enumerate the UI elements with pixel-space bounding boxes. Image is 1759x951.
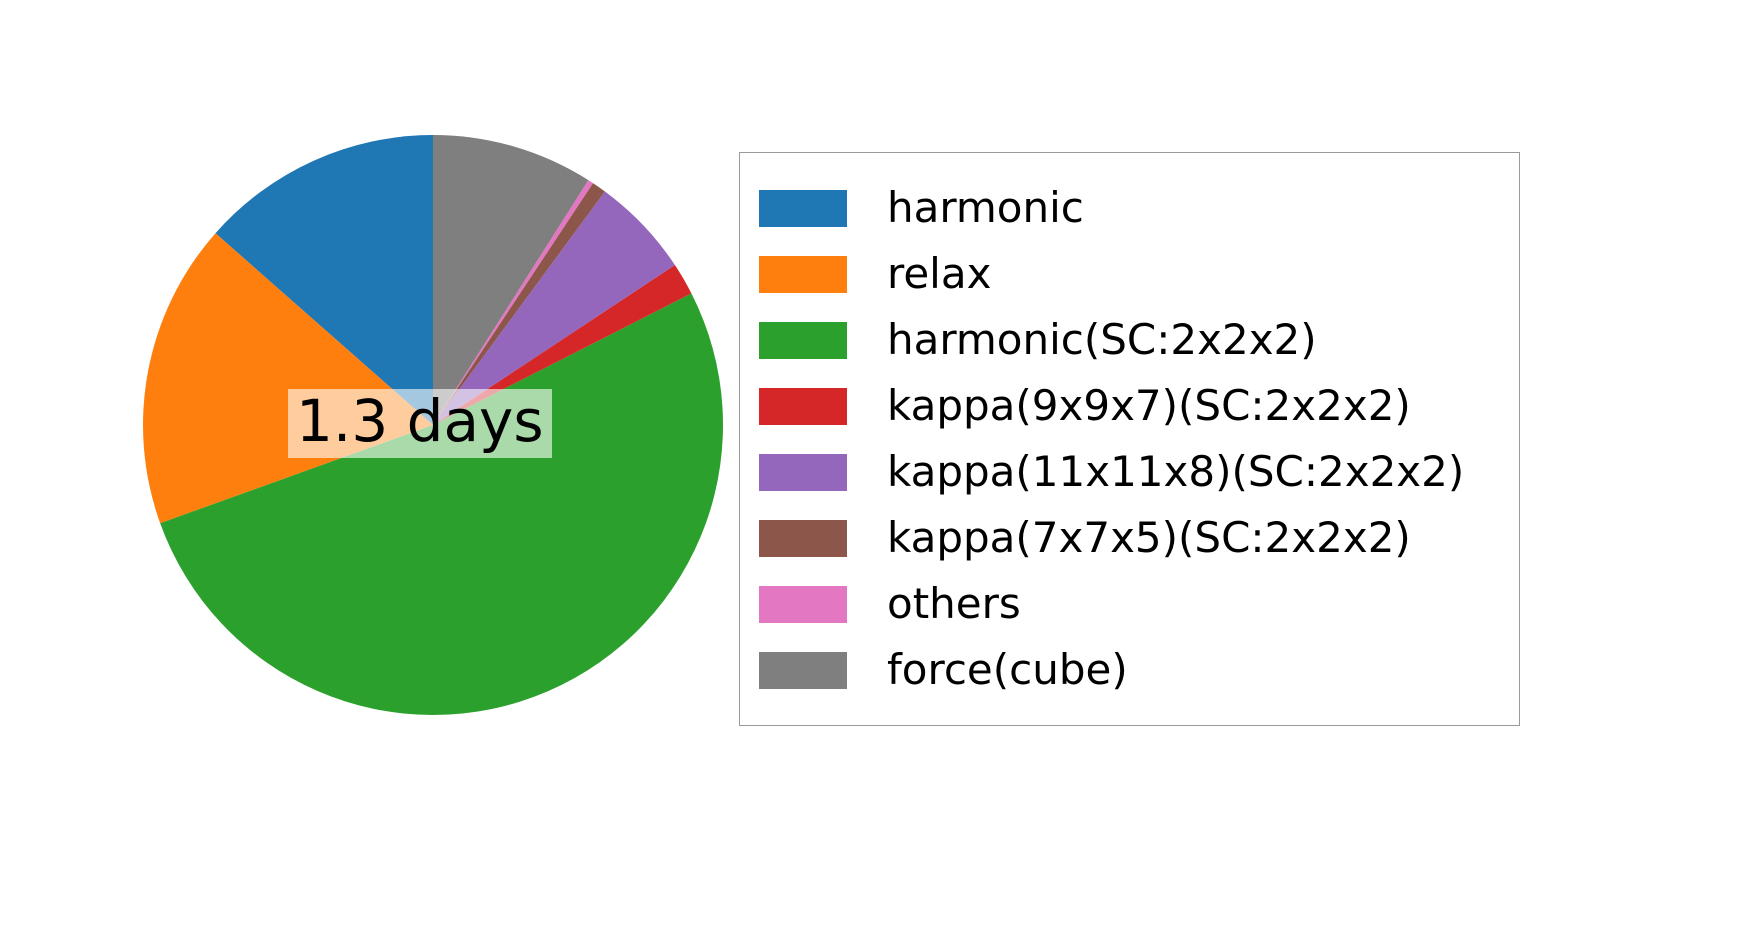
legend-label: force(cube) [887,645,1128,694]
pie-wedge[interactable] [433,183,605,425]
legend-item[interactable]: kappa(11x11x8)(SC:2x2x2) [740,439,1519,505]
legend-item[interactable]: harmonic [740,175,1519,241]
pie-wedge[interactable] [433,265,692,425]
legend-label: harmonic [887,183,1084,232]
legend-color-swatch [759,585,847,623]
legend-item[interactable]: kappa(7x7x5)(SC:2x2x2) [740,505,1519,571]
pie-wedge[interactable] [215,135,433,425]
pie-wedge[interactable] [433,135,589,425]
legend-item[interactable]: relax [740,241,1519,307]
chart-legend: harmonic relax harmonic(SC:2x2x2) kappa(9x9… [739,152,1520,726]
legend-label: kappa(7x7x5)(SC:2x2x2) [887,513,1411,562]
pie-wedge[interactable] [433,180,593,425]
legend-item[interactable]: kappa(9x9x7)(SC:2x2x2) [740,373,1519,439]
legend-color-swatch [759,321,847,359]
legend-color-swatch [759,255,847,293]
legend-color-swatch [759,387,847,425]
pie-center-label: 1.3 days [288,389,552,459]
legend-label: relax [887,249,992,298]
legend-label: kappa(11x11x8)(SC:2x2x2) [887,447,1465,496]
legend-color-swatch [759,453,847,491]
legend-color-swatch [759,519,847,557]
legend-item[interactable]: others [740,571,1519,637]
legend-label: kappa(9x9x7)(SC:2x2x2) [887,381,1411,430]
legend-label: others [887,579,1021,628]
legend-item[interactable]: force(cube) [740,637,1519,703]
pie-wedge[interactable] [160,293,724,716]
legend-label: harmonic(SC:2x2x2) [887,315,1317,364]
pie-chart-area: 1.3 days [143,135,724,716]
legend-item[interactable]: harmonic(SC:2x2x2) [740,307,1519,373]
legend-color-swatch [759,189,847,227]
legend-color-swatch [759,651,847,689]
pie-wedge[interactable] [433,191,675,425]
